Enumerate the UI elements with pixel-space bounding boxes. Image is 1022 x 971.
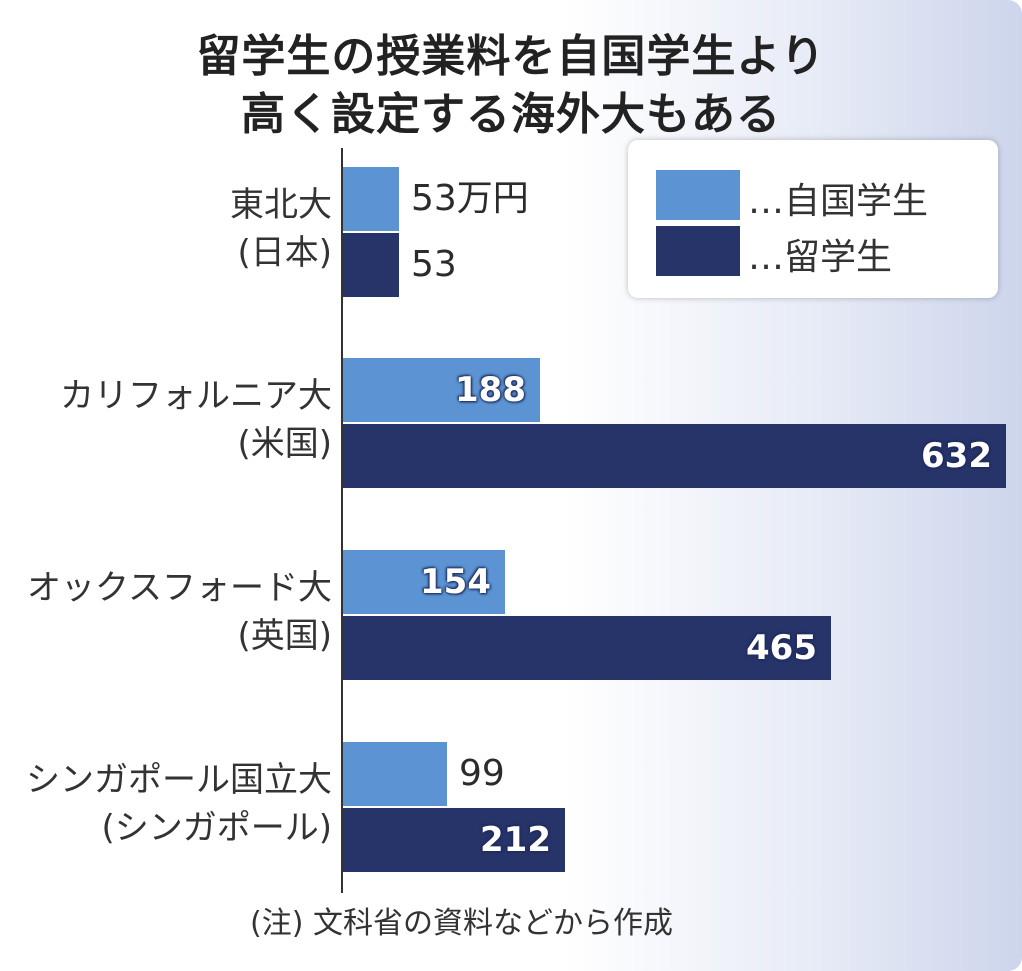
y-axis-line	[341, 148, 343, 893]
data-label-international: 53	[411, 244, 457, 285]
data-label-international: 212	[480, 820, 551, 860]
legend: …自国学生 …留学生	[628, 140, 998, 298]
category-label-name: シンガポール国立大	[26, 760, 332, 800]
category-label-country: (シンガポール)	[101, 808, 332, 848]
category-label: カリフォルニア大 (米国)	[60, 372, 332, 468]
legend-swatch-international	[656, 226, 740, 276]
data-label-domestic: 53万円	[411, 178, 529, 219]
data-label-domestic: 154	[420, 562, 491, 602]
bar-domestic	[343, 742, 447, 806]
category-label-country: (米国)	[237, 424, 332, 464]
category-label-name: カリフォルニア大	[60, 376, 332, 416]
bar-domestic	[343, 167, 399, 231]
bar-international	[343, 424, 1006, 488]
bar-international	[343, 808, 565, 872]
data-label-international: 465	[746, 628, 817, 668]
data-label-domestic: 188	[455, 370, 526, 410]
category-label: 東北大 (日本)	[230, 181, 332, 277]
legend-label-international: …留学生	[748, 237, 893, 278]
bar-international	[343, 616, 831, 680]
chart-title-line2: 高く設定する海外大もある	[241, 89, 781, 140]
bar-domestic	[343, 358, 540, 422]
bar-international	[343, 233, 399, 297]
bar-domestic	[343, 550, 505, 614]
chart-title-line1: 留学生の授業料を自国学生より	[196, 31, 826, 82]
category-label-country: (日本)	[237, 233, 332, 273]
source-note: (注) 文科省の資料などから作成	[250, 906, 673, 941]
category-label: シンガポール国立大 (シンガポール)	[26, 756, 332, 852]
legend-swatch-domestic	[656, 170, 740, 220]
legend-label-domestic: …自国学生	[748, 181, 929, 222]
category-label: オックスフォード大 (英国)	[27, 564, 332, 660]
category-label-name: オックスフォード大	[27, 568, 332, 608]
category-label-name: 東北大	[230, 185, 332, 225]
category-label-country: (英国)	[237, 616, 332, 656]
data-label-international: 632	[921, 436, 992, 476]
data-label-domestic: 99	[459, 753, 505, 794]
